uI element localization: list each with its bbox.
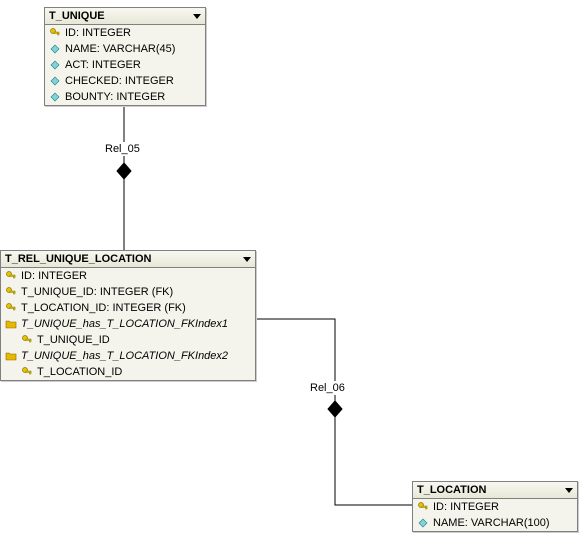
key-icon xyxy=(5,302,17,314)
rel05-label: Rel_05 xyxy=(102,142,143,156)
column-row: BOUNTY: INTEGER xyxy=(45,89,205,105)
column-text: T_LOCATION_ID: INTEGER (FK) xyxy=(21,301,186,315)
rel06-label: Rel_06 xyxy=(307,381,348,395)
column-row: CHECKED: INTEGER xyxy=(45,73,205,89)
column-text: T_UNIQUE_ID: INTEGER (FK) xyxy=(21,285,173,299)
diamond-icon xyxy=(417,517,429,529)
rel06-diamond xyxy=(328,401,342,417)
key-icon xyxy=(5,286,17,298)
column-row: NAME: VARCHAR(45) xyxy=(45,41,205,57)
folder-icon xyxy=(5,318,17,330)
chevron-down-icon[interactable] xyxy=(243,257,251,262)
index-column-row: T_LOCATION_ID xyxy=(1,364,255,380)
key-icon xyxy=(5,270,17,282)
entity-header[interactable]: T_UNIQUE xyxy=(45,8,205,25)
column-text: NAME: VARCHAR(100) xyxy=(433,516,550,530)
column-row: T_LOCATION_ID: INTEGER (FK) xyxy=(1,300,255,316)
column-text: BOUNTY: INTEGER xyxy=(65,90,165,104)
column-text: ID: INTEGER xyxy=(433,500,499,514)
rel06-line xyxy=(254,319,412,505)
rel05-diamond xyxy=(117,163,131,179)
column-text: T_LOCATION_ID xyxy=(37,365,122,379)
index-text: T_UNIQUE_has_T_LOCATION_FKIndex2 xyxy=(21,349,228,363)
column-row: ID: INTEGER xyxy=(413,499,577,515)
key-icon xyxy=(49,27,61,39)
entity-body: ID: INTEGER T_UNIQUE_ID: INTEGER (FK) T_… xyxy=(1,268,255,380)
diamond-icon xyxy=(49,75,61,87)
entity-title: T_LOCATION xyxy=(417,484,486,496)
column-row: NAME: VARCHAR(100) xyxy=(413,515,577,531)
key-icon xyxy=(21,334,33,346)
chevron-down-icon[interactable] xyxy=(193,14,201,19)
column-row: ID: INTEGER xyxy=(45,25,205,41)
folder-icon xyxy=(5,350,17,362)
entity-t-rel-unique-location[interactable]: T_REL_UNIQUE_LOCATION ID: INTEGER T_UNIQ… xyxy=(0,250,256,381)
entity-body: ID: INTEGER NAME: VARCHAR(45) ACT: INTEG… xyxy=(45,25,205,105)
key-icon xyxy=(417,501,429,513)
column-text: ACT: INTEGER xyxy=(65,58,141,72)
column-text: NAME: VARCHAR(45) xyxy=(65,42,175,56)
key-icon xyxy=(21,366,33,378)
column-row: ID: INTEGER xyxy=(1,268,255,284)
entity-title: T_REL_UNIQUE_LOCATION xyxy=(5,253,151,265)
entity-header[interactable]: T_REL_UNIQUE_LOCATION xyxy=(1,251,255,268)
index-row: T_UNIQUE_has_T_LOCATION_FKIndex1 xyxy=(1,316,255,332)
entity-t-location[interactable]: T_LOCATION ID: INTEGER NAME: VARCHAR(100… xyxy=(412,481,578,532)
index-row: T_UNIQUE_has_T_LOCATION_FKIndex2 xyxy=(1,348,255,364)
column-text: ID: INTEGER xyxy=(21,269,87,283)
entity-header[interactable]: T_LOCATION xyxy=(413,482,577,499)
column-text: T_UNIQUE_ID xyxy=(37,333,110,347)
index-column-row: T_UNIQUE_ID xyxy=(1,332,255,348)
diamond-icon xyxy=(49,91,61,103)
entity-body: ID: INTEGER NAME: VARCHAR(100) xyxy=(413,499,577,531)
entity-title: T_UNIQUE xyxy=(49,10,105,22)
column-text: CHECKED: INTEGER xyxy=(65,74,174,88)
chevron-down-icon[interactable] xyxy=(565,488,573,493)
column-row: ACT: INTEGER xyxy=(45,57,205,73)
column-row: T_UNIQUE_ID: INTEGER (FK) xyxy=(1,284,255,300)
column-text: ID: INTEGER xyxy=(65,26,131,40)
entity-t-unique[interactable]: T_UNIQUE ID: INTEGER NAME: VARCHAR(45) A… xyxy=(44,7,206,106)
diamond-icon xyxy=(49,59,61,71)
index-text: T_UNIQUE_has_T_LOCATION_FKIndex1 xyxy=(21,317,228,331)
diamond-icon xyxy=(49,43,61,55)
